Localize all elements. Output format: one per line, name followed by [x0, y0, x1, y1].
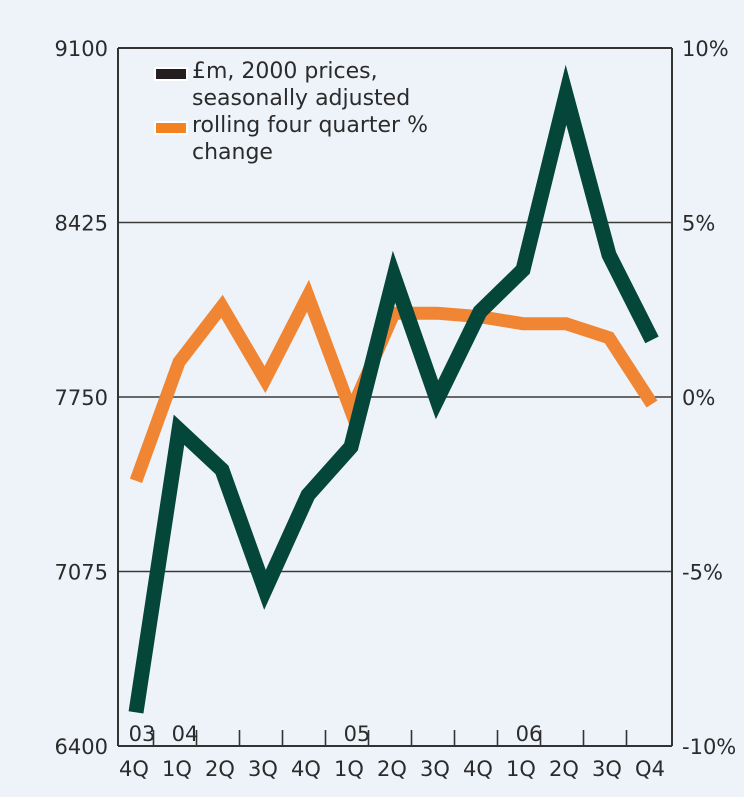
left-tick-label: 7075: [55, 561, 108, 585]
year-label: 03: [129, 722, 156, 746]
left-tick-label: 7750: [55, 386, 108, 410]
right-tick-label: 0%: [682, 386, 715, 410]
year-label: 06: [516, 722, 543, 746]
x-tick-label: 4Q: [291, 757, 321, 781]
left-tick-label: 9100: [55, 37, 108, 61]
left-tick-label: 8425: [55, 212, 108, 236]
legend-swatch-pct-change: [154, 121, 188, 135]
x-tick-label: 4Q: [463, 757, 493, 781]
x-tick-label: 1Q: [334, 757, 364, 781]
year-label: 04: [172, 722, 199, 746]
legend-item-pct-change: rolling four quarter % change: [154, 112, 492, 166]
axes: [117, 47, 673, 747]
axis-labels: 9100 8425 7750 7075 6400 10% 5% 0% -5% -10% 4Q 1Q 2Q…: [55, 37, 737, 781]
right-tick-label: 10%: [682, 37, 729, 61]
x-tick-label: 1Q: [162, 757, 192, 781]
legend-item-volume: £m, 2000 prices, seasonally adjusted: [154, 58, 492, 112]
x-tick-label: 2Q: [377, 757, 407, 781]
year-label: 05: [344, 722, 371, 746]
right-tick-label: 5%: [682, 212, 715, 236]
legend-swatch-volume: [154, 67, 188, 81]
right-tick-label: -5%: [682, 561, 723, 585]
right-tick-label: -10%: [682, 735, 736, 759]
x-tick-label: 2Q: [205, 757, 235, 781]
legend-label-volume: £m, 2000 prices, seasonally adjusted: [192, 59, 411, 111]
legend-label-pct-change: rolling four quarter % change: [192, 113, 428, 165]
x-tick-label: 4Q: [119, 757, 149, 781]
x-tick-label: Q4: [635, 757, 665, 781]
series-line-pct-change: [129, 279, 658, 484]
x-tick-label: 3Q: [592, 757, 622, 781]
series-lines: [128, 64, 659, 714]
legend: £m, 2000 prices, seasonally adjusted rol…: [154, 58, 492, 166]
x-tick-label: 3Q: [420, 757, 450, 781]
x-tick-label: 1Q: [506, 757, 536, 781]
series-line-volume: [128, 64, 659, 714]
x-tick-label: 2Q: [549, 757, 579, 781]
x-tick-label: 3Q: [248, 757, 278, 781]
left-tick-label: 6400: [55, 735, 108, 759]
